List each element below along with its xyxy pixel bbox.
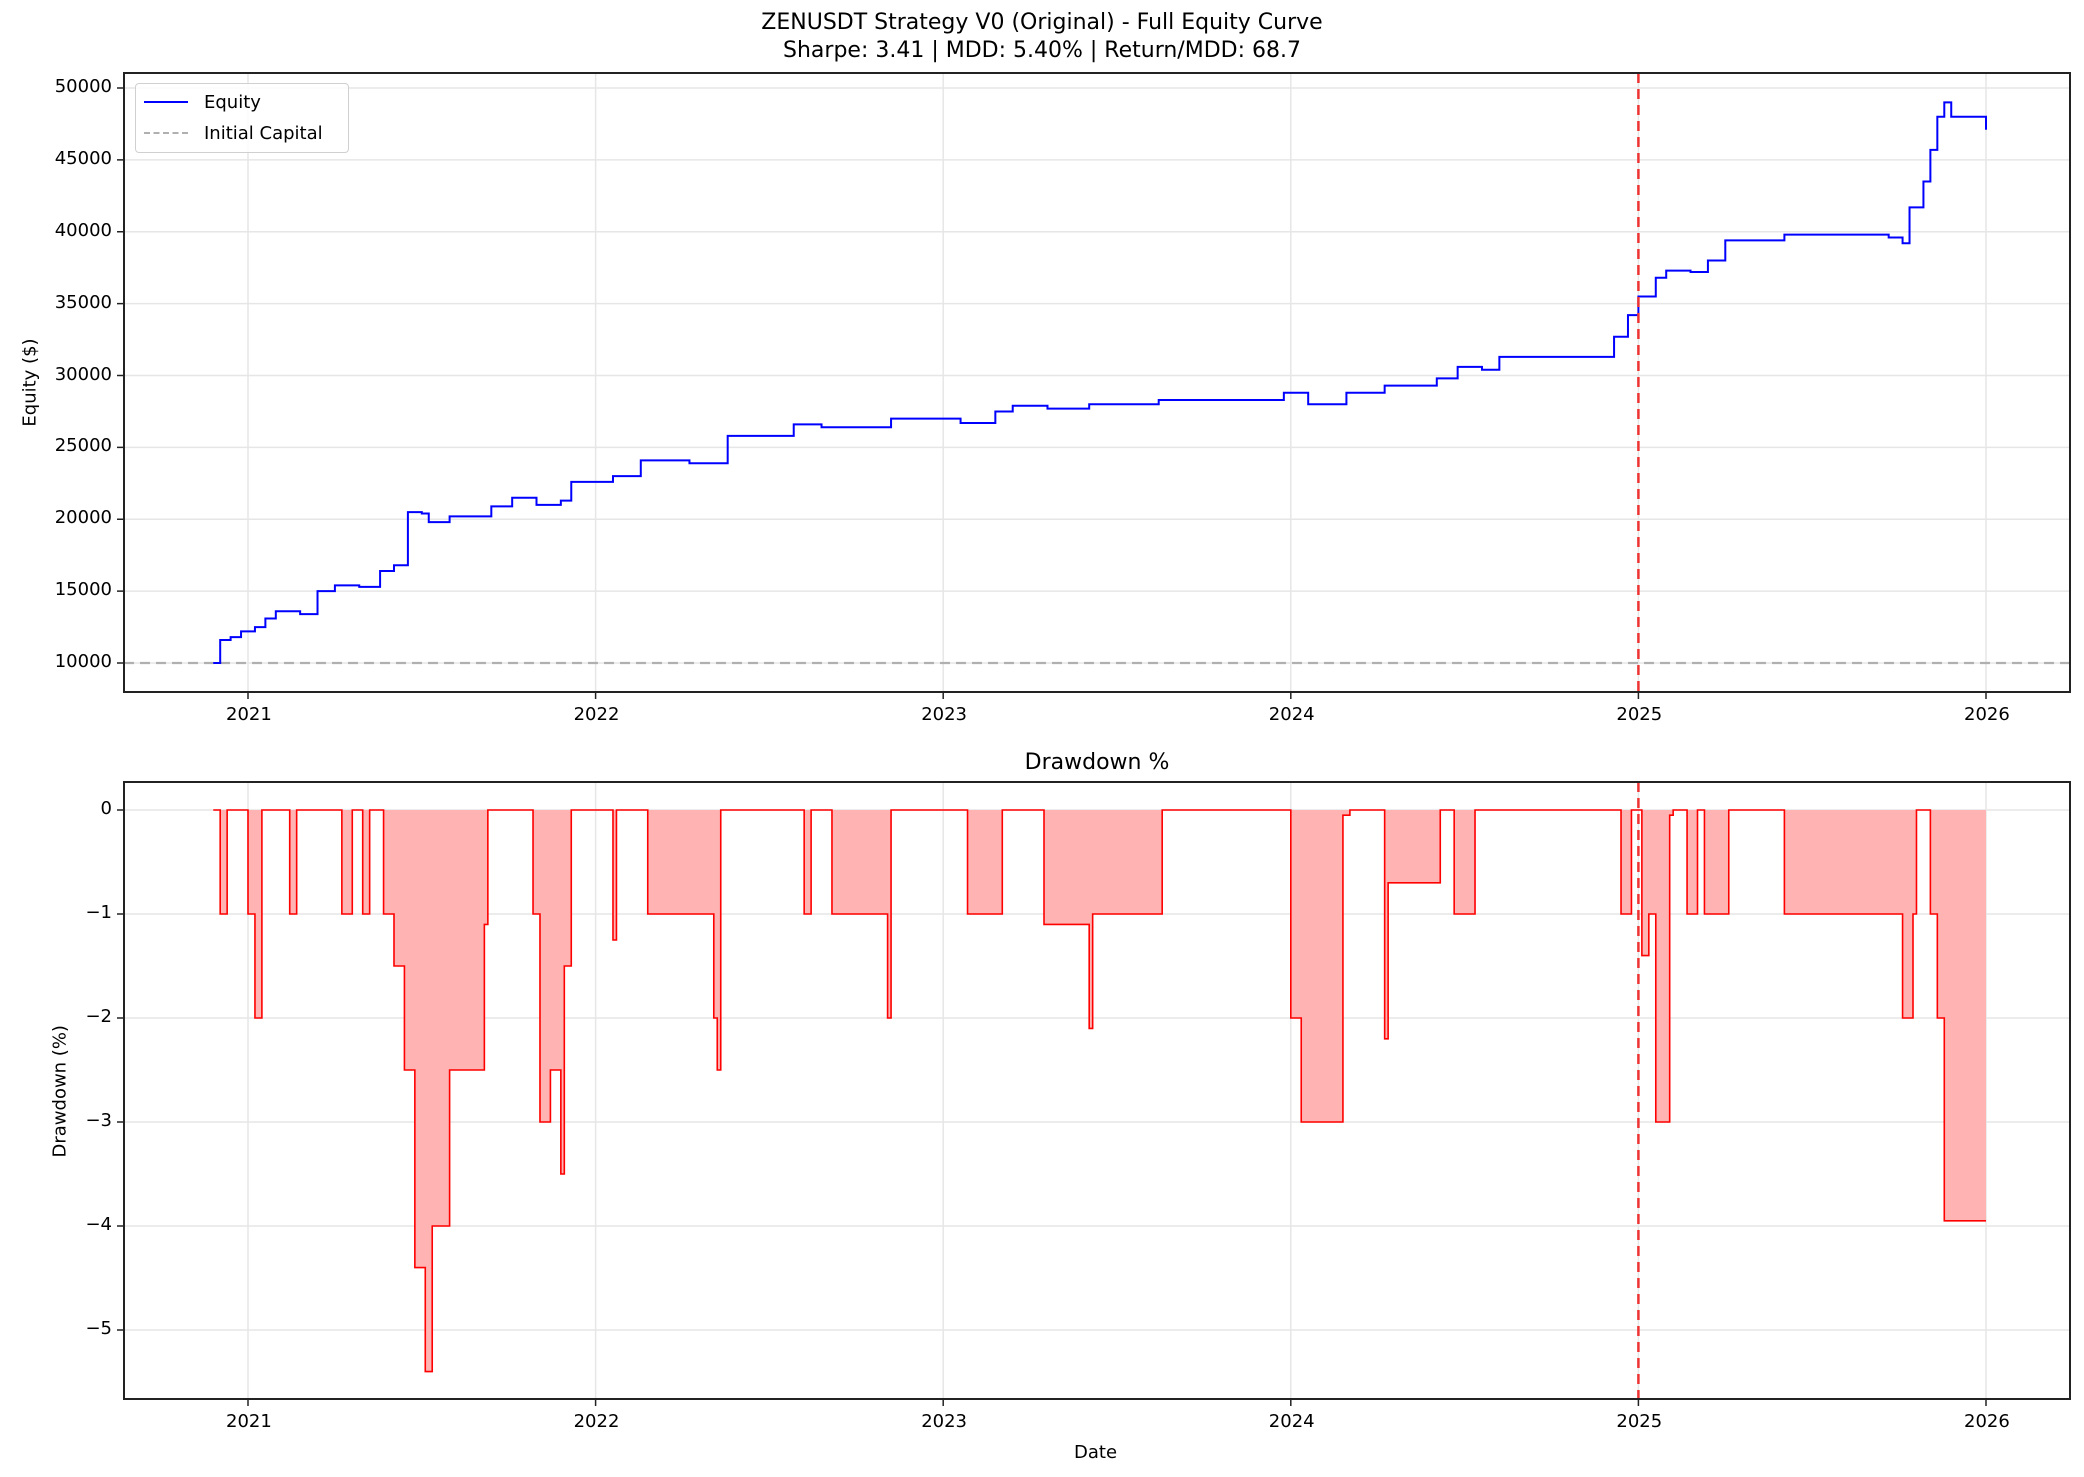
x-tick-label: 2024 <box>1268 1411 1315 1432</box>
drawdown-plot-area <box>213 782 1987 1399</box>
legend-label-equity: Equity <box>204 91 261 113</box>
y-tick-label: 35000 <box>54 291 112 313</box>
chart-title: ZENUSDT Strategy V0 (Original) - Full Eq… <box>761 10 1323 35</box>
equity-line <box>213 101 1987 664</box>
y-tick-label: 30000 <box>54 363 112 385</box>
equity-axes-frame <box>123 72 2071 693</box>
x-tick-label: 2025 <box>1616 704 1663 725</box>
drawdown-x-axis-label: Date <box>1074 1442 1118 1463</box>
x-tick-label: 2025 <box>1616 1411 1663 1432</box>
y-tick-label: −2 <box>85 1006 112 1027</box>
equity-line-swatch-icon <box>144 101 188 103</box>
legend-item-initial-capital: Initial Capital <box>144 121 323 145</box>
y-tick-label: 50000 <box>54 76 112 97</box>
x-tick-label: 2021 <box>226 1411 272 1432</box>
drawdown-tick-marks <box>117 809 1987 1406</box>
y-tick-label: −3 <box>85 1110 112 1131</box>
y-tick-label: 10000 <box>54 651 112 672</box>
y-tick-label: 0 <box>100 798 112 819</box>
x-tick-label: 2023 <box>921 1411 967 1432</box>
equity-y-axis-label: Equity ($) <box>19 338 41 427</box>
y-tick-label: 20000 <box>54 507 112 529</box>
x-tick-label: 2021 <box>226 704 272 725</box>
drawdown-title: Drawdown % <box>1024 750 1170 775</box>
x-tick-label: 2026 <box>1964 704 2010 725</box>
x-tick-label: 2026 <box>1964 1411 2010 1432</box>
equity-tick-marks <box>117 87 1987 699</box>
equity-plot-area <box>124 73 2070 692</box>
legend-label-initial-capital: Initial Capital <box>204 122 323 144</box>
y-tick-label: 45000 <box>54 147 112 169</box>
drawdown-line <box>213 809 1986 1373</box>
drawdown-fill <box>213 810 1987 1372</box>
legend-item-equity: Equity <box>144 90 261 114</box>
drawdown-y-axis-label: Drawdown (%) <box>49 1025 71 1158</box>
y-tick-label: −5 <box>85 1318 112 1339</box>
y-tick-label: −1 <box>85 902 112 923</box>
y-tick-label: 40000 <box>54 219 112 241</box>
chart-subtitle-metrics: Sharpe: 3.41 | MDD: 5.40% | Return/MDD: … <box>783 38 1301 63</box>
y-tick-label: 25000 <box>54 435 112 457</box>
x-tick-label: 2022 <box>573 1411 620 1432</box>
x-tick-label: 2022 <box>573 704 620 725</box>
drawdown-axes-frame <box>123 781 2071 1400</box>
y-tick-label: −4 <box>85 1214 112 1235</box>
x-tick-label: 2024 <box>1268 704 1315 725</box>
equity-legend: Equity Initial Capital <box>135 83 349 153</box>
equity-grid <box>124 73 2070 692</box>
x-tick-label: 2023 <box>921 704 967 725</box>
y-tick-label: 15000 <box>54 579 112 601</box>
initial-capital-dashed-swatch-icon <box>144 132 188 134</box>
